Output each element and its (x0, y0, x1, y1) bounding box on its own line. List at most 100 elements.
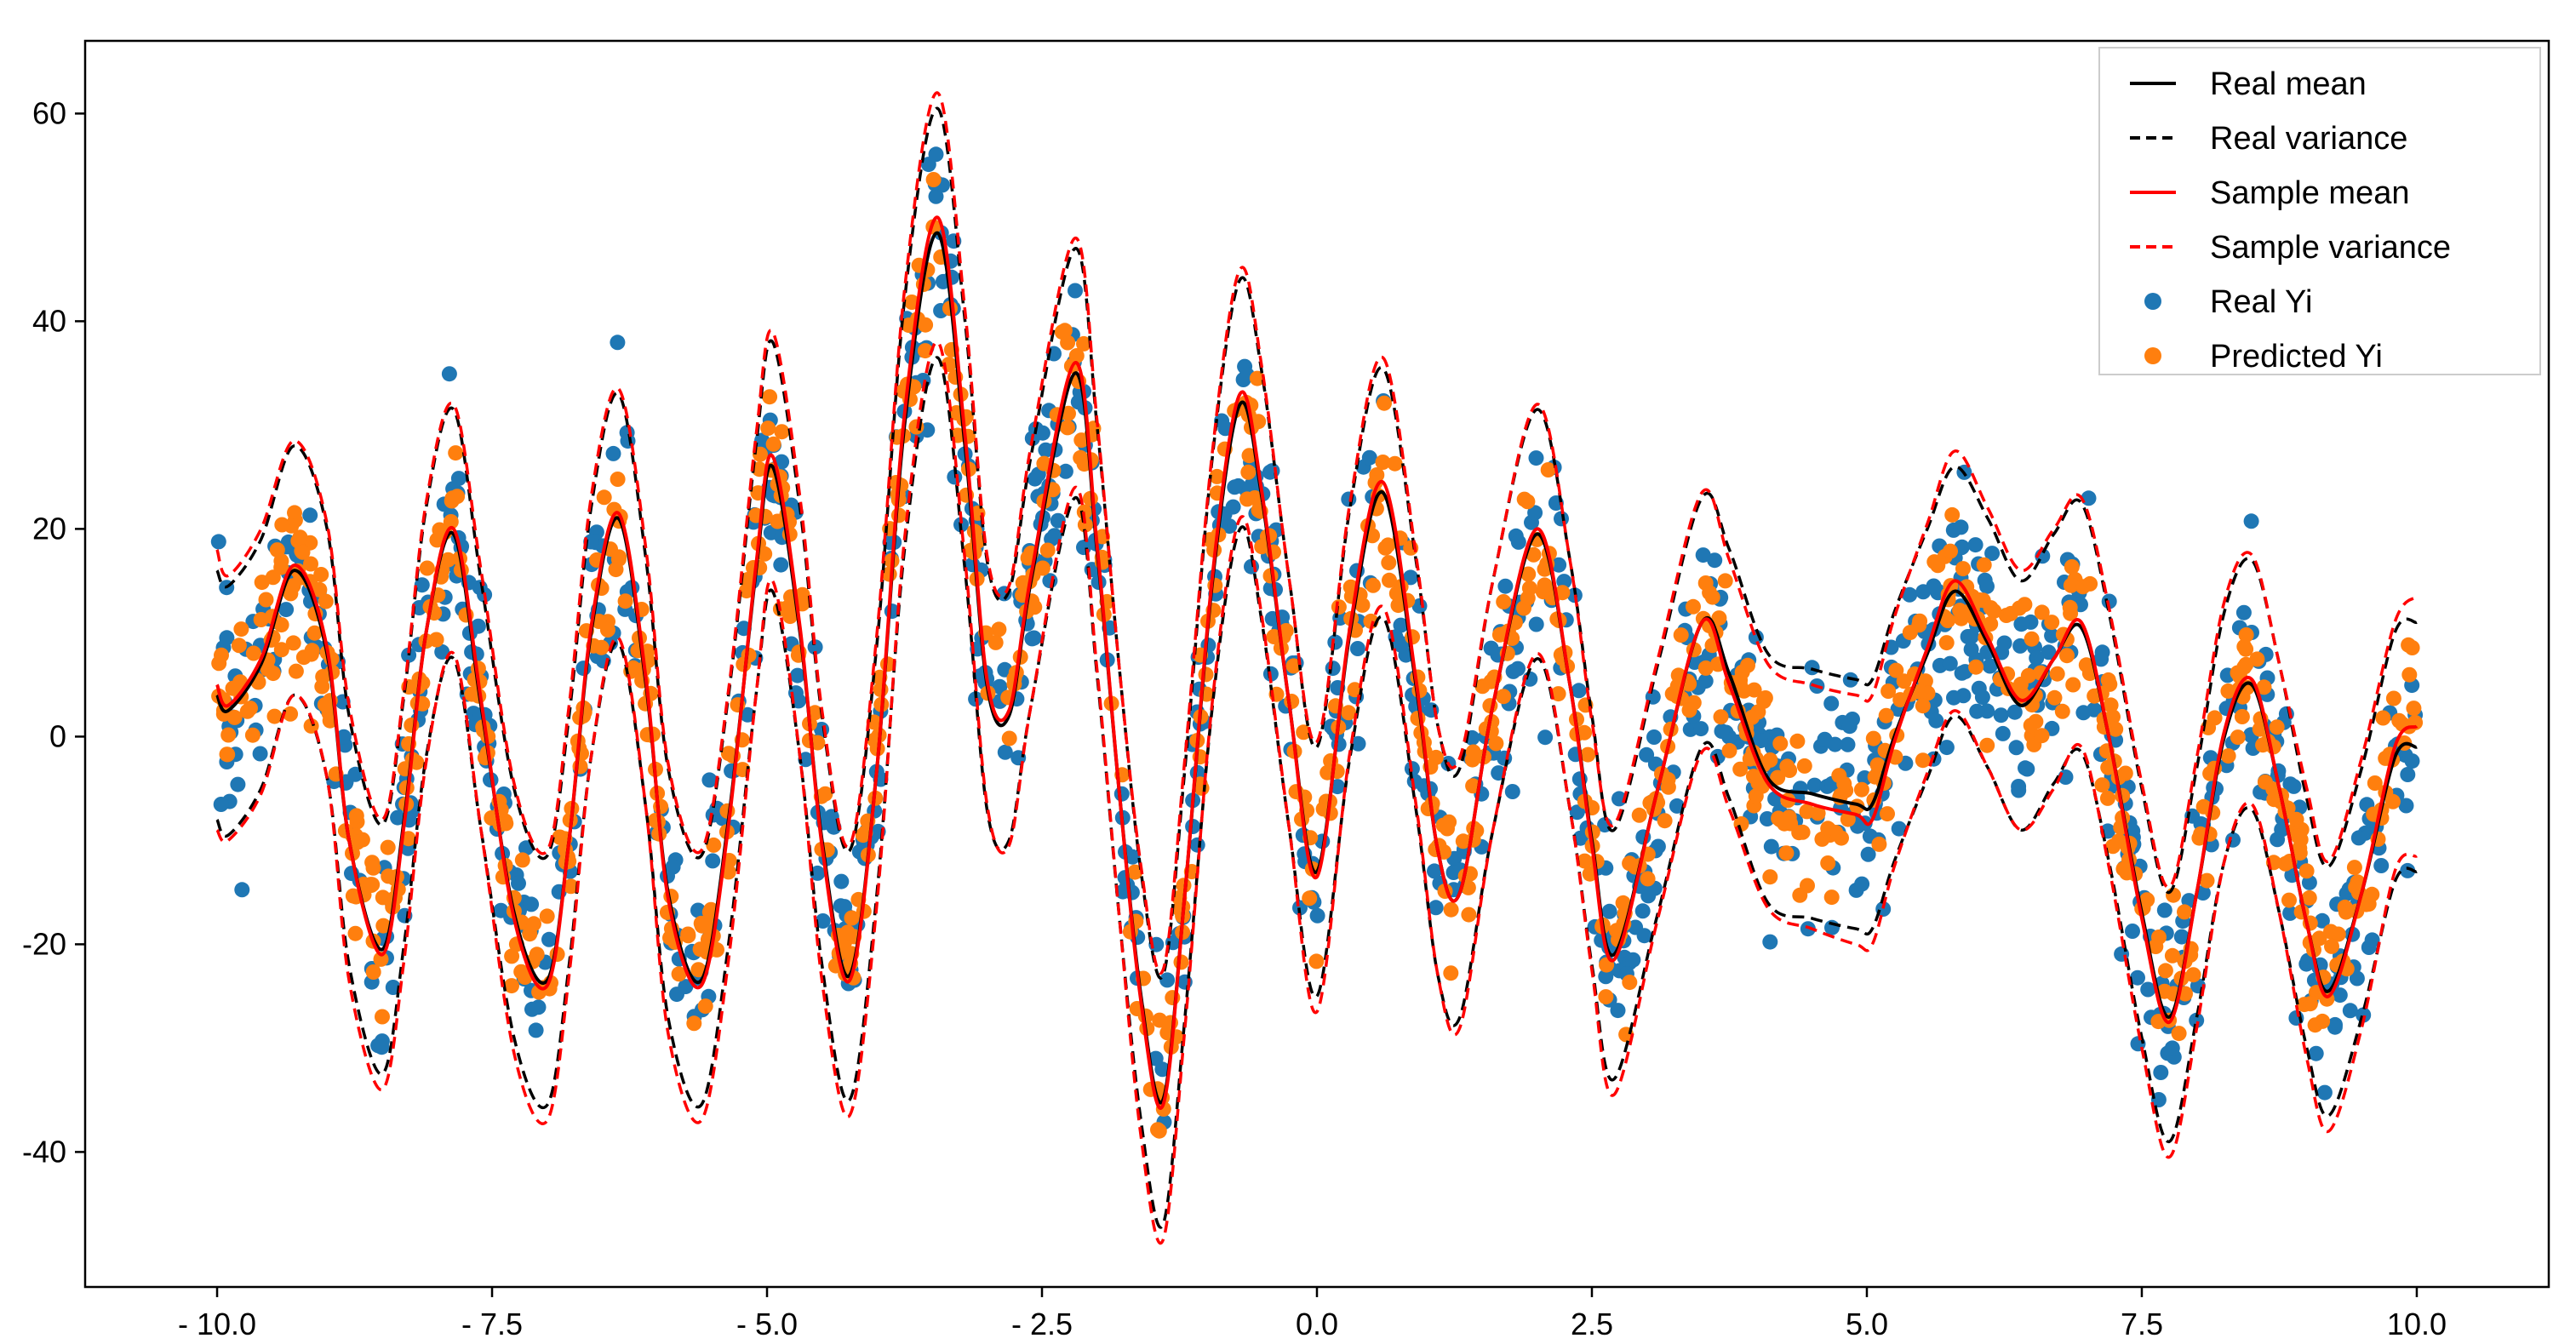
scatter-point (2350, 830, 2367, 846)
scatter-point (706, 837, 722, 853)
scatter-point (1772, 735, 1789, 752)
scatter-point (1946, 689, 1961, 706)
scatter-point (1976, 557, 1992, 573)
scatter-point (2282, 776, 2298, 792)
scatter-point (1721, 742, 1737, 758)
y-axis: -40 -20 0 20 40 60 (22, 95, 85, 1169)
scatter-point (596, 489, 612, 506)
scatter-point (576, 704, 592, 720)
scatter-point (1820, 855, 1836, 871)
scatter-point (2234, 709, 2250, 724)
scatter-point (1520, 494, 1536, 510)
scatter-point (1076, 335, 1091, 352)
scatter-point (1194, 780, 1210, 796)
x-tick-label: 2.5 (1571, 1307, 1613, 1341)
x-tick-label: - 5.0 (736, 1307, 798, 1341)
scatter-point (541, 931, 557, 947)
scatter-point (524, 896, 540, 912)
x-tick-label: - 2.5 (1011, 1307, 1073, 1341)
scatter-point (210, 534, 226, 550)
y-tick-label: 40 (32, 303, 66, 338)
scatter-point (1779, 758, 1795, 775)
scatter-point (1284, 694, 1300, 709)
sample-mean-line (215, 215, 2419, 1110)
scatter-point (928, 188, 944, 204)
scatter-point (295, 649, 312, 666)
scatter-point (1331, 736, 1347, 752)
scatter-point (2177, 904, 2192, 920)
y-tick-label: -40 (22, 1134, 66, 1169)
scatter-point (1036, 455, 1052, 472)
scatter-point (1795, 824, 1811, 840)
scatter-point (765, 436, 781, 452)
scatter-point (2338, 904, 2354, 920)
scatter-point (252, 746, 268, 762)
scatter-point (2230, 729, 2246, 746)
scatter-point (1510, 534, 1526, 550)
legend-box (2098, 47, 2541, 375)
scatter-point (2012, 638, 2029, 654)
scatter-point (1125, 849, 1141, 865)
scatter-point (1763, 838, 1779, 855)
scatter-point (1367, 475, 1383, 490)
scatter-point (705, 853, 721, 869)
scatter-point (213, 797, 229, 812)
scatter-point (1777, 815, 1793, 832)
scatter-point (511, 875, 526, 891)
legend-label: Sample mean (2210, 175, 2409, 211)
scatter-point (1880, 683, 1897, 699)
scatter-point (1979, 737, 1995, 753)
scatter-point (740, 706, 756, 723)
scatter-point (2020, 667, 2036, 683)
scatter-point (1537, 577, 1553, 593)
scatter-point (2238, 656, 2254, 672)
scatter-point (2238, 627, 2254, 643)
scatter-point (1427, 863, 1442, 879)
scatter-point (2075, 579, 2091, 595)
scatter-point (2006, 704, 2023, 720)
scatter-point (400, 831, 416, 847)
scatter-point (1871, 836, 1887, 852)
scatter-point (2400, 767, 2416, 782)
scatter-point (1744, 709, 1760, 725)
scatter-point (1762, 869, 1778, 885)
scatter-point (2044, 615, 2060, 631)
scatter-point (686, 1015, 702, 1032)
scatter-point (992, 678, 1008, 695)
scatter-point (2207, 710, 2223, 726)
scatter-point (1943, 543, 1958, 559)
x-axis: - 10.0 - 7.5 - 5.0 - 2.5 0.0 2.5 5.0 7.5 10.0 (178, 1287, 2447, 1341)
legend: Real mean Real variance Sample mean Sample … (2098, 47, 2541, 375)
scatter-point (2185, 967, 2201, 983)
scatter-point (1778, 845, 1795, 861)
scatter-point (1403, 569, 1418, 586)
scatter-point (2153, 1065, 2169, 1080)
scatter-point (1380, 537, 1396, 553)
legend-swatch (2144, 293, 2161, 310)
scatter-point (1330, 779, 1346, 795)
scatter-point (617, 593, 633, 609)
scatter-point (2125, 924, 2140, 939)
scatter-point (1993, 707, 2009, 723)
scatter-point (1377, 395, 1392, 411)
scatter-point (1488, 735, 1504, 752)
scatter-point (312, 581, 328, 598)
scatter-point (414, 577, 430, 593)
scatter-point (2150, 1092, 2167, 1107)
scatter-point (2332, 987, 2348, 1004)
x-tick-label: 7.5 (2121, 1307, 2163, 1341)
scatter-point (1634, 903, 1651, 919)
scatter-point (817, 786, 833, 802)
scatter-point (295, 544, 311, 560)
scatter-point (444, 490, 461, 506)
scatter-point (2307, 1017, 2323, 1033)
scatter-point (1464, 752, 1480, 768)
scatter-point (1944, 506, 1961, 523)
scatter-point (1540, 462, 1556, 478)
scatter-point (760, 420, 776, 437)
scatter-point (1967, 537, 1984, 553)
scatter-point (1173, 954, 1189, 970)
scatter-point (740, 572, 756, 587)
scatter-point (2103, 697, 2119, 713)
scatter-point (1615, 895, 1631, 911)
